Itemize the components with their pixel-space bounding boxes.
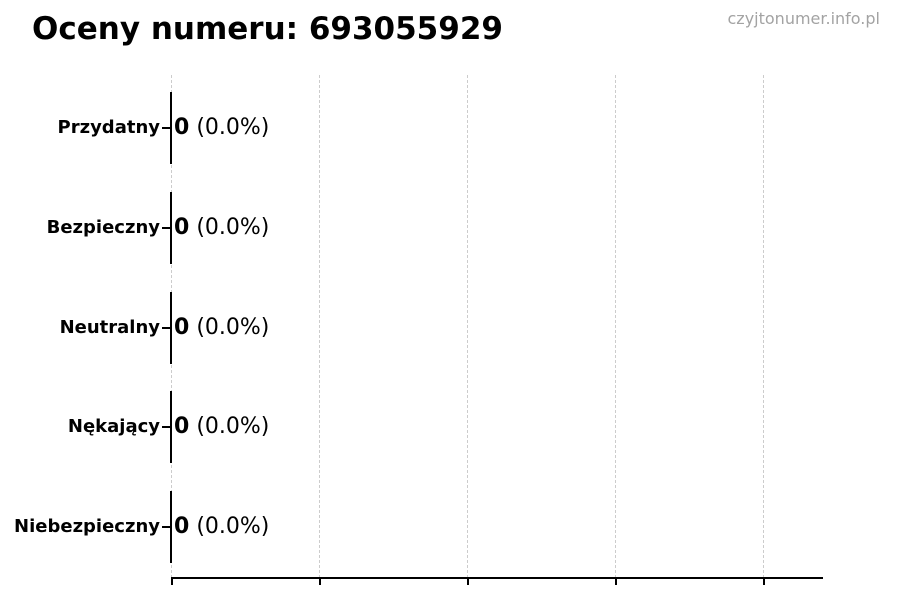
bar-value-label: 0 (0.0%) [174, 215, 269, 241]
bar-value-label: 0 (0.0%) [174, 115, 269, 141]
y-axis-tick [162, 526, 171, 528]
bar-value-percent: (0.0%) [196, 315, 270, 340]
y-axis-tick [162, 426, 171, 428]
bar-value-label: 0 (0.0%) [174, 514, 269, 540]
x-axis-tick [615, 579, 617, 585]
category-label: Nękający [67, 416, 160, 437]
bar [170, 292, 172, 364]
bar-value-percent: (0.0%) [196, 514, 270, 539]
bar [170, 491, 172, 563]
x-axis-line [171, 577, 823, 579]
bar-value-percent: (0.0%) [196, 215, 270, 240]
x-axis-tick [467, 579, 469, 585]
gridline [615, 75, 616, 578]
bar-value-percent: (0.0%) [196, 414, 270, 439]
x-axis-tick [763, 579, 765, 585]
gridline [467, 75, 468, 578]
bar-value-count: 0 [174, 414, 190, 439]
x-axis-tick [171, 579, 173, 585]
bar-value-label: 0 (0.0%) [174, 315, 269, 341]
category-label: Przydatny [57, 117, 160, 138]
category-label: Niebezpieczny [14, 516, 160, 537]
x-axis-tick [319, 579, 321, 585]
bar-value-count: 0 [174, 315, 190, 340]
category-label: Bezpieczny [46, 217, 160, 238]
bar-value-percent: (0.0%) [196, 115, 270, 140]
category-label: Neutralny [59, 317, 160, 338]
bar [170, 391, 172, 463]
chart-title: Oceny numeru: 693055929 [32, 11, 503, 47]
bar [170, 192, 172, 264]
y-axis-tick [162, 127, 171, 129]
bar-value-count: 0 [174, 115, 190, 140]
y-axis-tick [162, 227, 171, 229]
gridline [763, 75, 764, 578]
watermark: czyjtonumer.info.pl [727, 9, 881, 28]
bar-value-count: 0 [174, 215, 190, 240]
y-axis-tick [162, 327, 171, 329]
bar [170, 92, 172, 164]
bar-value-count: 0 [174, 514, 190, 539]
gridline [319, 75, 320, 578]
bar-value-label: 0 (0.0%) [174, 414, 269, 440]
